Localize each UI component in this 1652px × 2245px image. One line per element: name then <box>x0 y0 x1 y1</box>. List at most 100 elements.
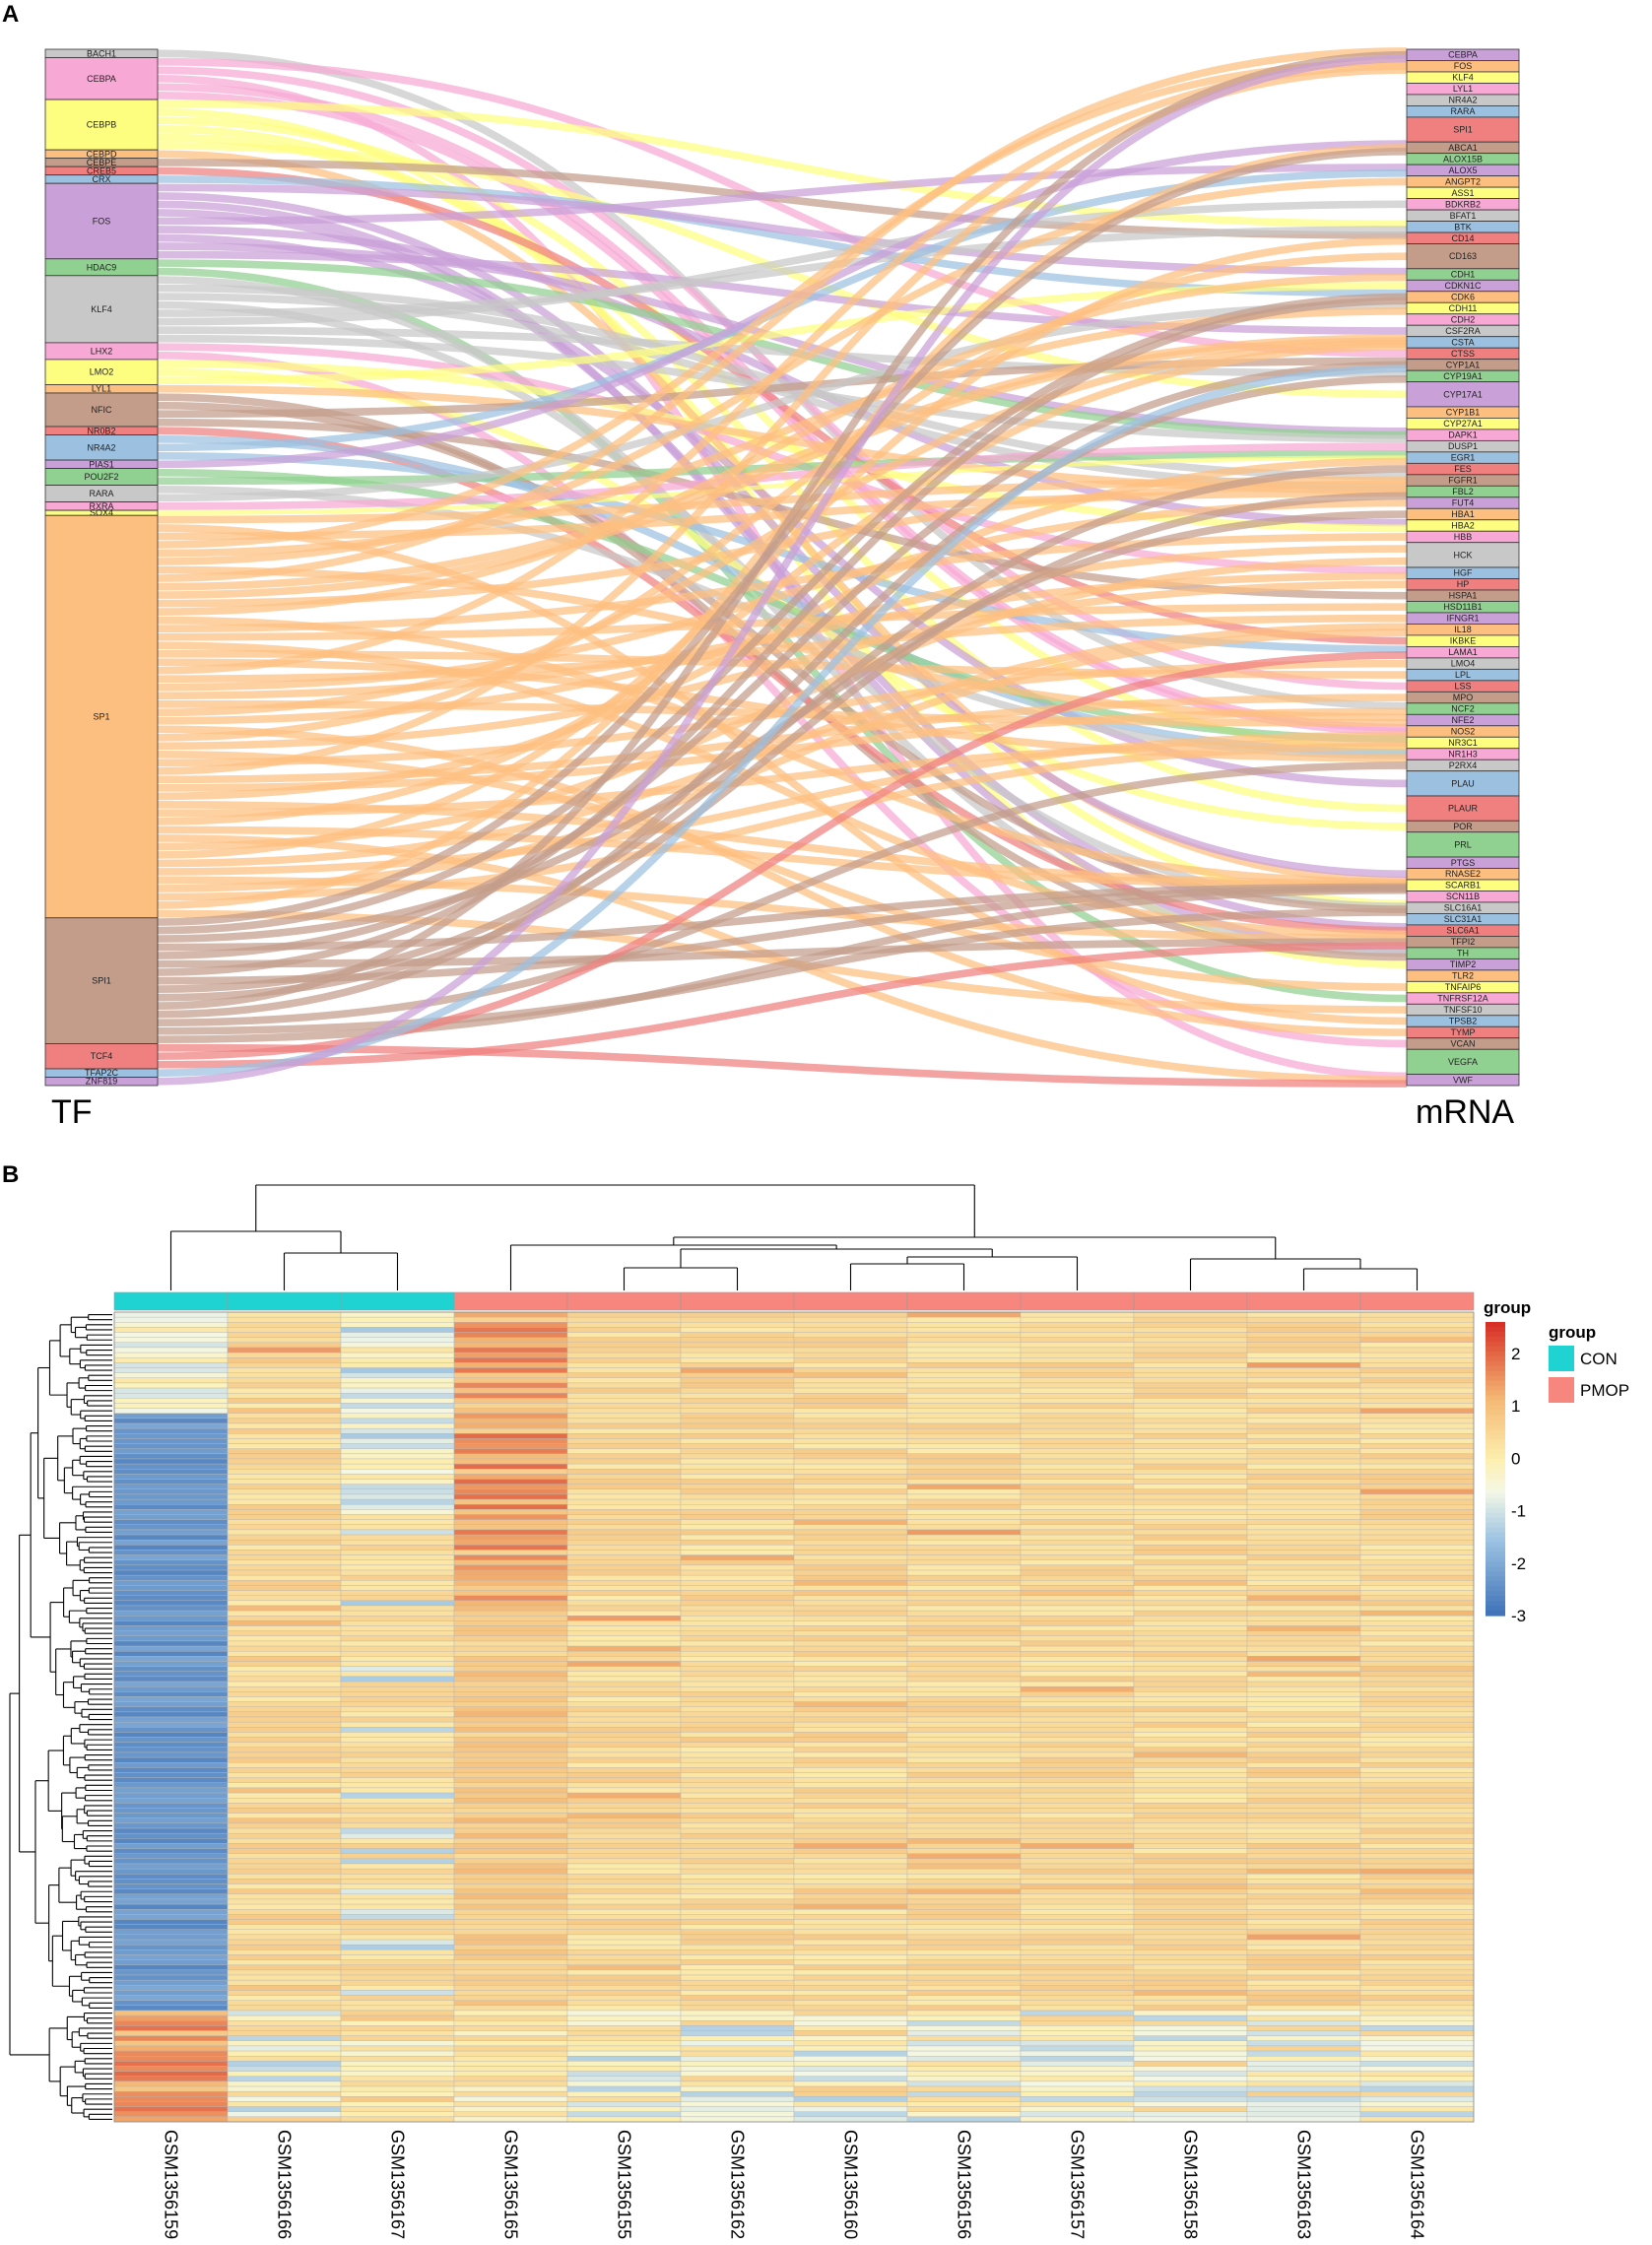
heat-cell <box>227 1874 342 1880</box>
heat-cell <box>1359 1545 1475 1551</box>
heat-cell <box>227 1883 342 1889</box>
heat-cell <box>1246 1868 1361 1875</box>
heat-cell <box>1020 1656 1135 1662</box>
heat-cell <box>1133 1504 1248 1510</box>
heat-cell <box>453 1803 568 1809</box>
heat-cell <box>1020 1832 1135 1839</box>
heat-cell <box>227 1716 342 1723</box>
heat-cell <box>453 1696 568 1702</box>
heat-cell <box>1359 2045 1475 2052</box>
heat-cell <box>1359 1874 1475 1880</box>
heat-cell <box>227 1600 342 1607</box>
heat-cell <box>1246 1469 1361 1475</box>
colorbar-step <box>1486 1360 1505 1367</box>
heat-cell <box>453 2025 568 2031</box>
heat-cell <box>906 1832 1022 1839</box>
heat-cell <box>1133 2045 1248 2052</box>
heat-cell <box>227 1666 342 1672</box>
heat-cell <box>1359 1469 1475 1475</box>
heat-cell <box>1133 1413 1248 1420</box>
group-legend-label: PMOP <box>1580 1381 1629 1400</box>
heat-cell <box>566 1347 682 1354</box>
heat-cell <box>1133 1893 1248 1900</box>
mrna-node-label: LAMA1 <box>1448 647 1478 657</box>
heat-cell <box>113 1311 229 1318</box>
sankey-panel: A BACH1CEBPACEBPBCEBPDCEBPECREB5CRXFOSHD… <box>2 1 1520 1131</box>
heat-cell <box>340 1995 455 2001</box>
colorbar-step <box>1486 1561 1505 1567</box>
heat-cell <box>680 1756 795 1763</box>
heat-cell <box>1246 1600 1361 1607</box>
heat-cell <box>1359 1352 1475 1358</box>
heat-cell <box>680 1691 795 1697</box>
heat-cell <box>227 1554 342 1560</box>
heat-cell <box>1246 1985 1361 1991</box>
heat-cell <box>113 1362 229 1368</box>
heat-cell <box>1246 1721 1361 1728</box>
heat-cell <box>1359 1635 1475 1642</box>
heat-cell <box>793 1797 908 1804</box>
heat-cell <box>227 1529 342 1536</box>
colorbar-step <box>1486 1341 1505 1348</box>
colorbar-step <box>1486 1322 1505 1328</box>
heat-cell <box>113 1550 229 1555</box>
colorbar-step <box>1486 1483 1505 1489</box>
mrna-node-vwf <box>1406 1074 1520 1087</box>
sankey-link <box>157 492 1408 1002</box>
heat-cell <box>793 1696 908 1702</box>
heat-cell <box>453 1469 568 1475</box>
heat-cell <box>1246 1493 1361 1500</box>
heat-cell <box>906 1357 1022 1363</box>
heat-cell <box>906 1822 1022 1829</box>
heat-cell <box>1359 1848 1475 1854</box>
row-dendrogram <box>9 1314 112 2120</box>
heat-cell <box>906 1422 1022 1429</box>
heat-cell <box>566 1879 682 1884</box>
heat-cell <box>227 1681 342 1687</box>
heat-cell <box>1246 1822 1361 1829</box>
heat-cell <box>1359 1433 1475 1439</box>
heat-cell <box>1133 1721 1248 1728</box>
heat-cell <box>793 1448 908 1455</box>
heat-cell <box>340 1529 455 1536</box>
heat-cell <box>1359 1392 1475 1399</box>
heat-cell <box>1133 1716 1248 1723</box>
heat-cell <box>227 1868 342 1875</box>
heat-cell <box>566 1616 682 1621</box>
heat-cell <box>113 1422 229 1429</box>
heat-cell <box>566 1732 682 1738</box>
heat-cell <box>680 1822 795 1829</box>
heat-cell <box>1020 2085 1135 2092</box>
heat-cell <box>453 1585 568 1591</box>
heat-cell <box>453 1756 568 1763</box>
heat-cell <box>566 1590 682 1596</box>
heat-cell <box>1133 1964 1248 1971</box>
heat-cell <box>453 1387 568 1394</box>
heat-cell <box>340 1974 455 1981</box>
heat-cell <box>680 1433 795 1439</box>
heat-cell <box>227 1777 342 1783</box>
heat-cell <box>453 1645 568 1652</box>
heat-cell <box>793 1995 908 2001</box>
heat-cell <box>1020 1534 1135 1541</box>
heat-cell <box>340 1372 455 1378</box>
heat-cell <box>227 1929 342 1936</box>
colorbar-step <box>1486 1464 1505 1470</box>
heat-cell <box>1133 1382 1248 1389</box>
heat-cell <box>680 2045 795 2052</box>
heat-cell <box>1246 1706 1361 1713</box>
heat-cell <box>1359 1727 1475 1733</box>
heat-cell <box>1133 1995 1248 2001</box>
heat-cell <box>340 1985 455 1991</box>
tf-node-klf4 <box>44 275 159 344</box>
heat-cell <box>680 1392 795 1399</box>
heat-cell <box>227 1367 342 1373</box>
heat-cell <box>906 1448 1022 1455</box>
mrna-node-label: DUSP1 <box>1448 441 1478 451</box>
heat-cell <box>566 1504 682 1510</box>
heat-cell <box>113 2076 229 2082</box>
heat-cell <box>1020 1387 1135 1394</box>
heat-cell <box>1133 2010 1248 2016</box>
heat-cell <box>906 1509 1022 1515</box>
heat-cell <box>1246 1605 1361 1612</box>
